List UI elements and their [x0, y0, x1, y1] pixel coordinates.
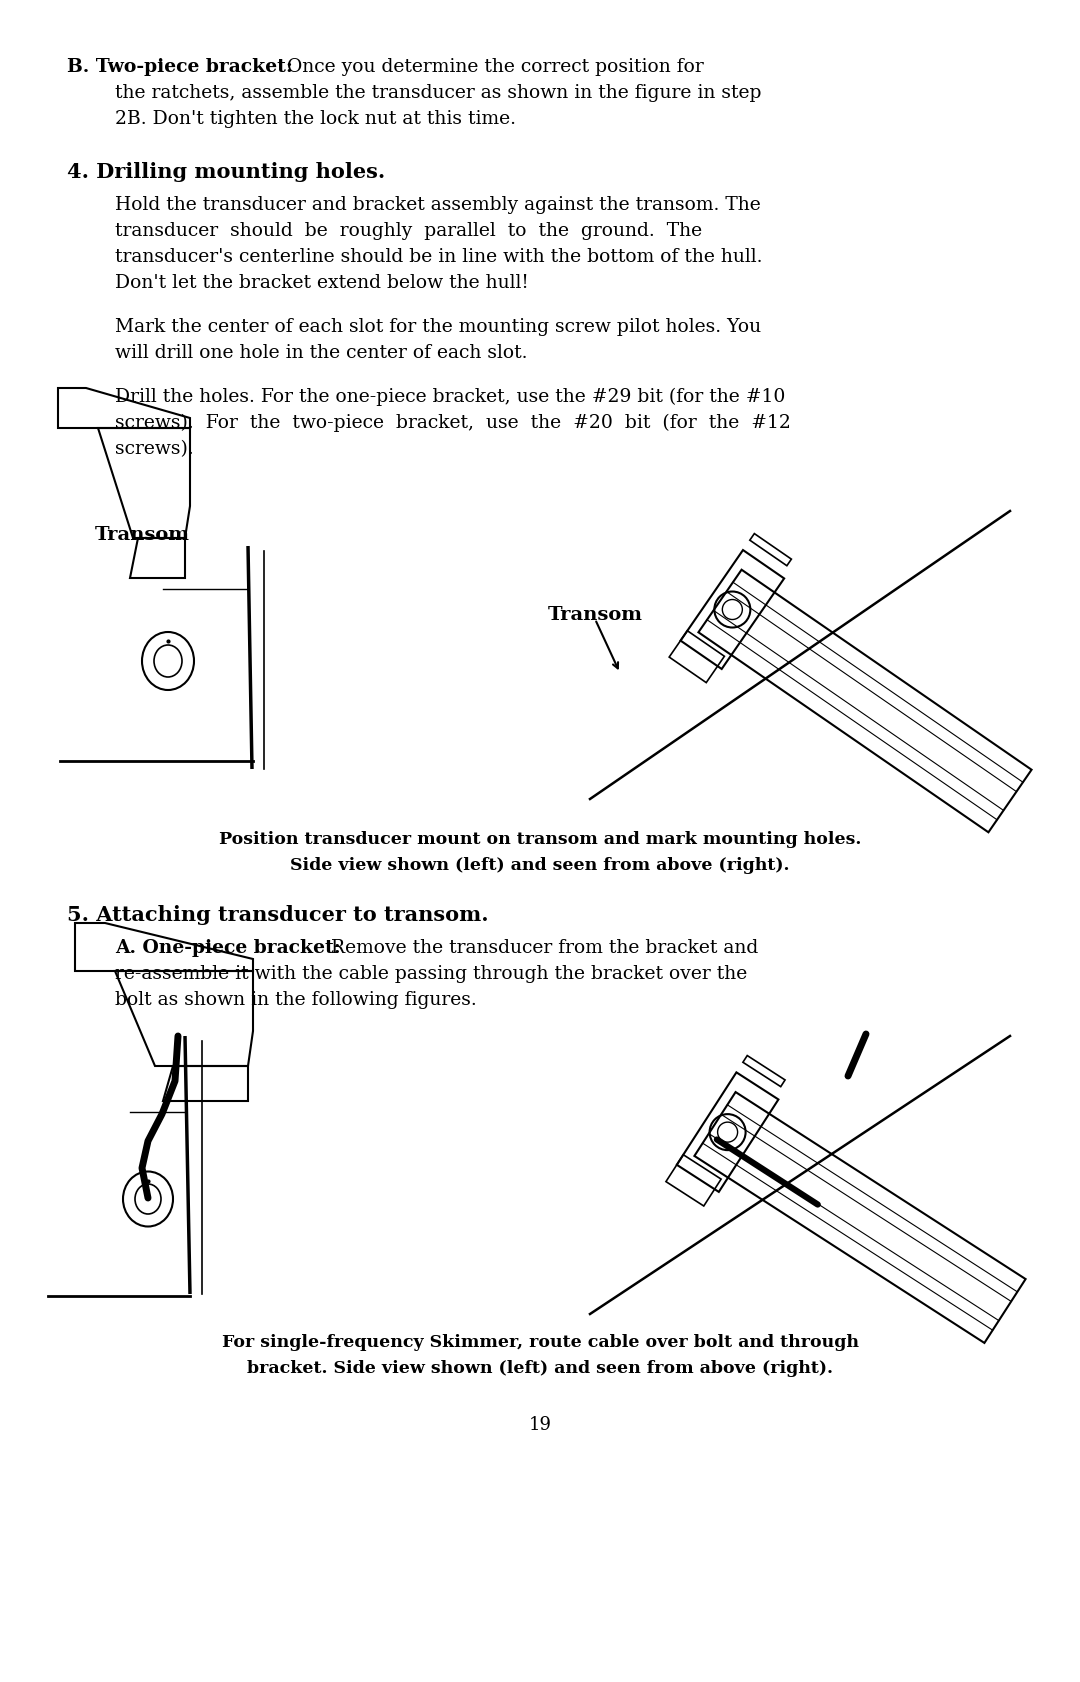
Text: re-assemble it with the cable passing through the bracket over the: re-assemble it with the cable passing th…: [114, 965, 747, 982]
Text: transducer's centerline should be in line with the bottom of the hull.: transducer's centerline should be in lin…: [114, 247, 762, 266]
Text: will drill one hole in the center of each slot.: will drill one hole in the center of eac…: [114, 345, 527, 362]
Text: 4. Drilling mounting holes.: 4. Drilling mounting holes.: [67, 161, 386, 182]
Text: Mark the center of each slot for the mounting screw pilot holes. You: Mark the center of each slot for the mou…: [114, 318, 761, 336]
Text: Remove the transducer from the bracket and: Remove the transducer from the bracket a…: [325, 939, 758, 957]
Text: Position transducer mount on transom and mark mounting holes.: Position transducer mount on transom and…: [219, 831, 861, 848]
Text: 5. Attaching transducer to transom.: 5. Attaching transducer to transom.: [67, 905, 488, 925]
Text: Hold the transducer and bracket assembly against the transom. The: Hold the transducer and bracket assembly…: [114, 197, 760, 214]
Text: Transom: Transom: [548, 606, 643, 624]
Text: Don't let the bracket extend below the hull!: Don't let the bracket extend below the h…: [114, 274, 529, 293]
Text: 2B. Don't tighten the lock nut at this time.: 2B. Don't tighten the lock nut at this t…: [114, 109, 516, 128]
Text: A. One-piece bracket:: A. One-piece bracket:: [114, 939, 341, 957]
Text: Drill the holes. For the one-piece bracket, use the #29 bit (for the #10: Drill the holes. For the one-piece brack…: [114, 389, 785, 407]
Text: bracket. Side view shown (left) and seen from above (right).: bracket. Side view shown (left) and seen…: [247, 1361, 833, 1378]
Text: bolt as shown in the following figures.: bolt as shown in the following figures.: [114, 991, 476, 1009]
Text: 19: 19: [528, 1416, 552, 1435]
Text: Transom: Transom: [95, 526, 190, 543]
Text: screws).  For  the  two-piece  bracket,  use  the  #20  bit  (for  the  #12: screws). For the two-piece bracket, use …: [114, 414, 791, 432]
Text: transducer  should  be  roughly  parallel  to  the  ground.  The: transducer should be roughly parallel to…: [114, 222, 702, 241]
Text: screws).: screws).: [114, 441, 193, 458]
Text: B. Two-piece bracket:: B. Two-piece bracket:: [67, 57, 293, 76]
Text: the ratchets, assemble the transducer as shown in the figure in step: the ratchets, assemble the transducer as…: [114, 84, 761, 103]
Text: Once you determine the correct position for: Once you determine the correct position …: [281, 57, 704, 76]
Text: For single-frequency Skimmer, route cable over bolt and through: For single-frequency Skimmer, route cabl…: [221, 1334, 859, 1351]
Text: Side view shown (left) and seen from above (right).: Side view shown (left) and seen from abo…: [291, 858, 789, 875]
